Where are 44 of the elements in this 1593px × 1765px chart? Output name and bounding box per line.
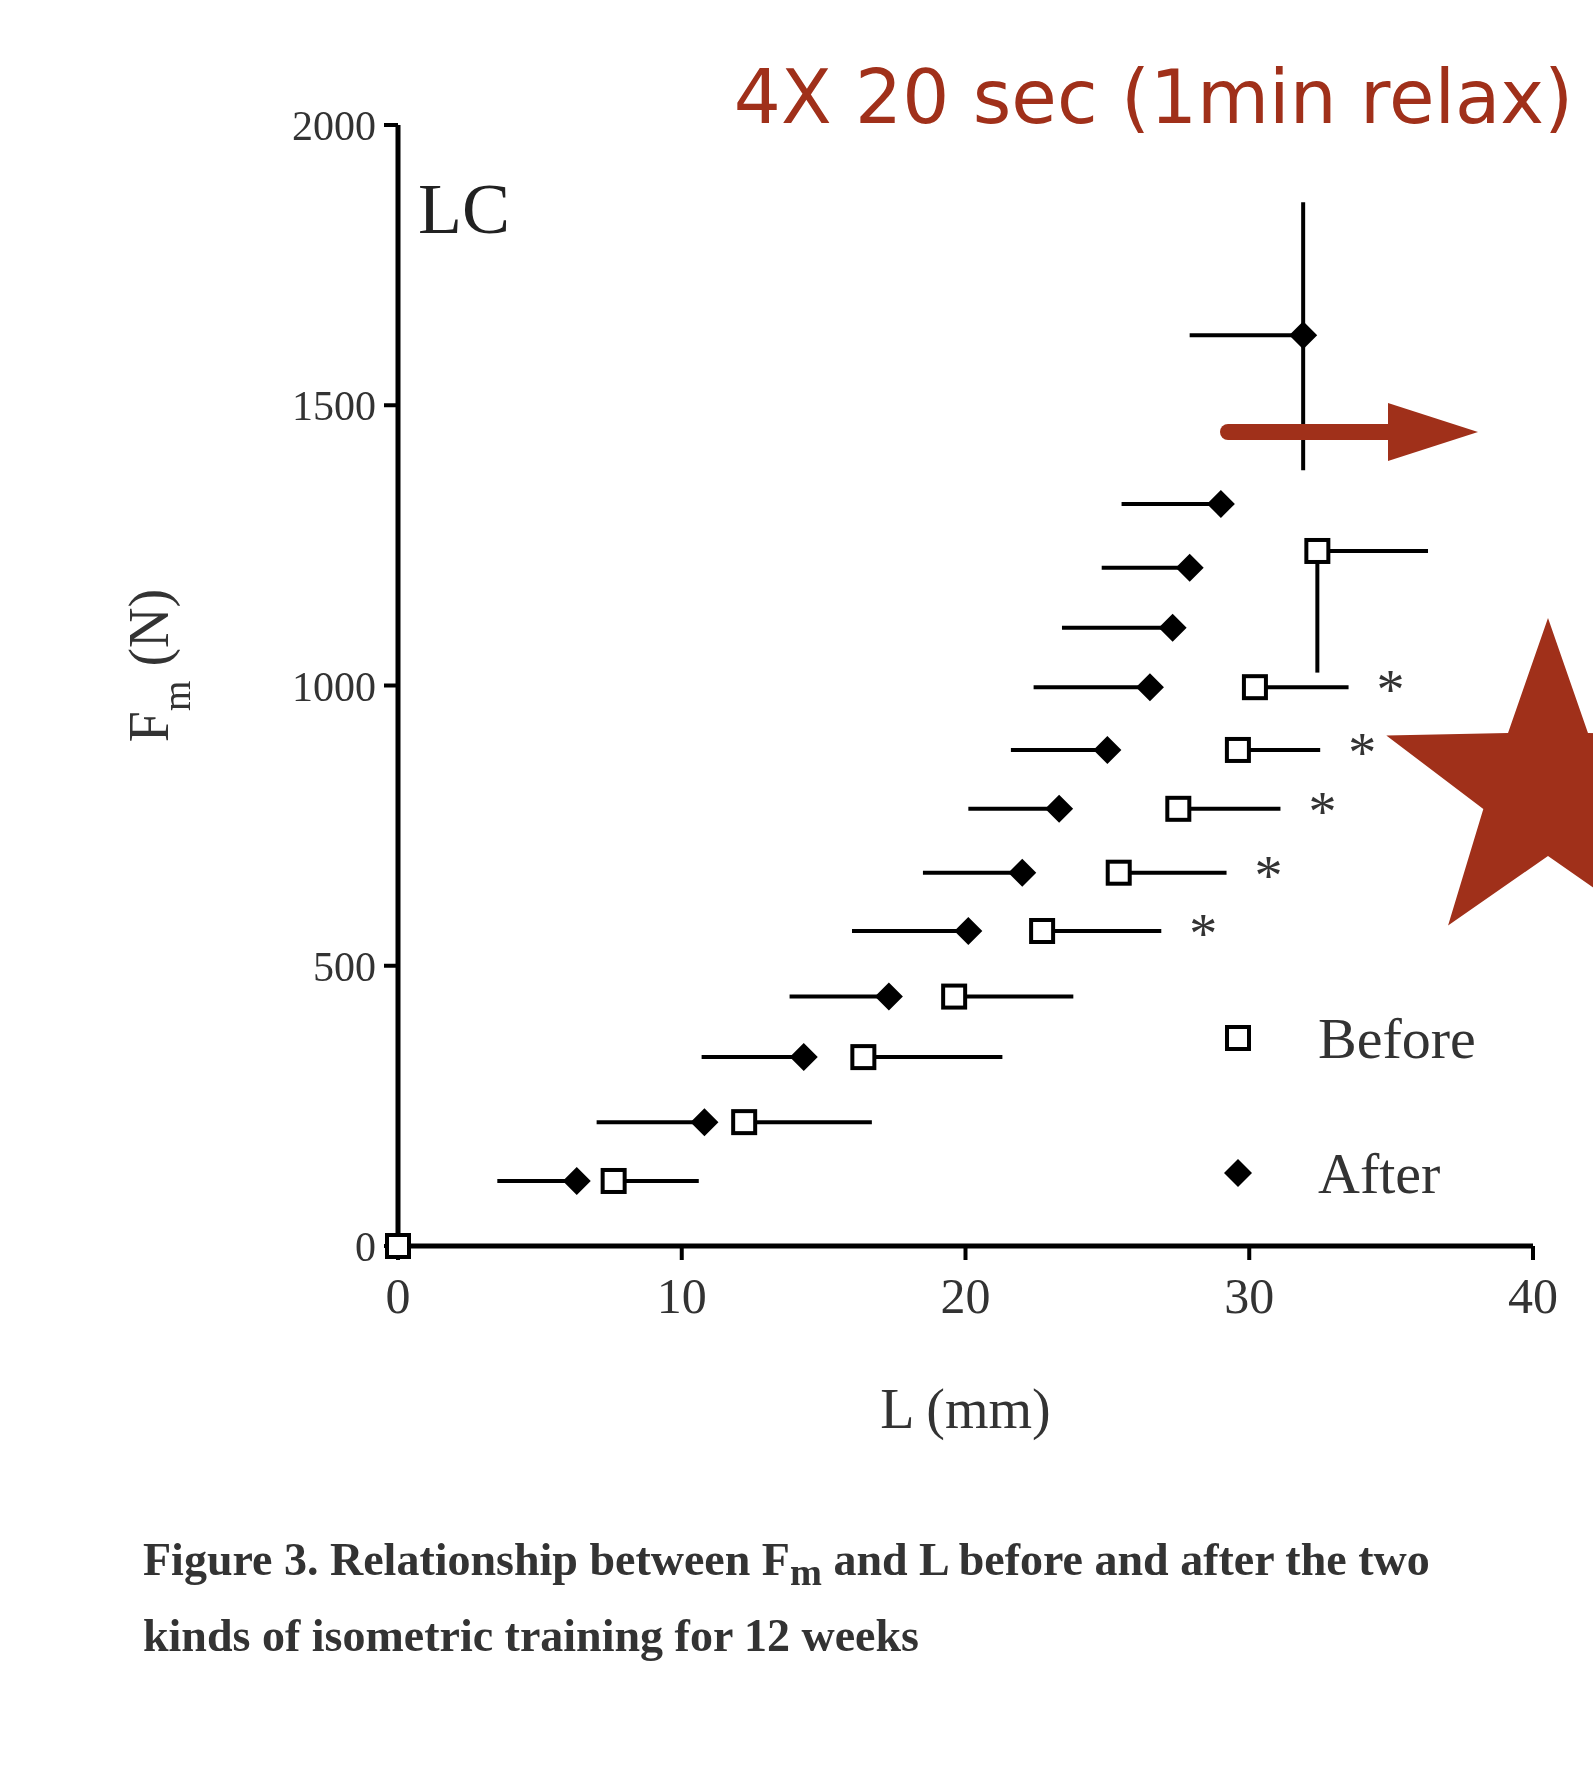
point xyxy=(874,982,903,1011)
point xyxy=(690,1108,719,1137)
point xyxy=(1045,794,1074,823)
x-axis-title: L (mm) xyxy=(880,1378,1051,1441)
y-tick-label: 2000 xyxy=(292,103,376,149)
legend-label: Before xyxy=(1318,1006,1476,1071)
point xyxy=(1289,321,1318,350)
x-tick-label: 30 xyxy=(1224,1268,1275,1324)
point xyxy=(1304,537,1331,564)
x-tick-label: 40 xyxy=(1508,1268,1558,1324)
point xyxy=(1175,553,1204,582)
point xyxy=(789,1043,818,1072)
point xyxy=(562,1166,591,1195)
point xyxy=(1093,735,1122,764)
caption: Figure 3. Relationship between F$_{m}$ and L before and after the two kinds of isometric training for 12 weeks xyxy=(143,1533,1431,1664)
point xyxy=(1029,918,1056,944)
point xyxy=(1206,489,1235,518)
point xyxy=(1165,795,1192,822)
point xyxy=(1008,858,1037,887)
x-tick-label: 20 xyxy=(940,1268,991,1324)
annotation: * xyxy=(1189,903,1218,965)
point xyxy=(1135,673,1164,702)
annotation: * xyxy=(1308,780,1337,843)
point xyxy=(1224,736,1251,763)
x-tick-label: 0 xyxy=(385,1268,411,1324)
x-tick-label: 10 xyxy=(656,1268,707,1324)
chart-title: 4X 20 sec (1min relax) xyxy=(733,54,1573,140)
point xyxy=(1158,613,1187,642)
annotation: LC xyxy=(418,169,511,249)
y-tick-label: 1500 xyxy=(292,383,376,430)
point xyxy=(600,1167,627,1194)
y-tick-label: 0 xyxy=(355,1224,376,1270)
point xyxy=(941,983,968,1010)
legend-label: After xyxy=(1318,1141,1441,1206)
annotation: * xyxy=(1376,659,1405,722)
point xyxy=(850,1044,877,1071)
point xyxy=(954,917,983,945)
annotation: * xyxy=(1254,844,1283,907)
y-tick-label: 1000 xyxy=(292,663,376,710)
point xyxy=(731,1109,758,1136)
point xyxy=(1105,859,1132,886)
point xyxy=(1241,674,1268,701)
y-tick-label: 500 xyxy=(313,943,376,990)
annotation: * xyxy=(1348,721,1377,784)
